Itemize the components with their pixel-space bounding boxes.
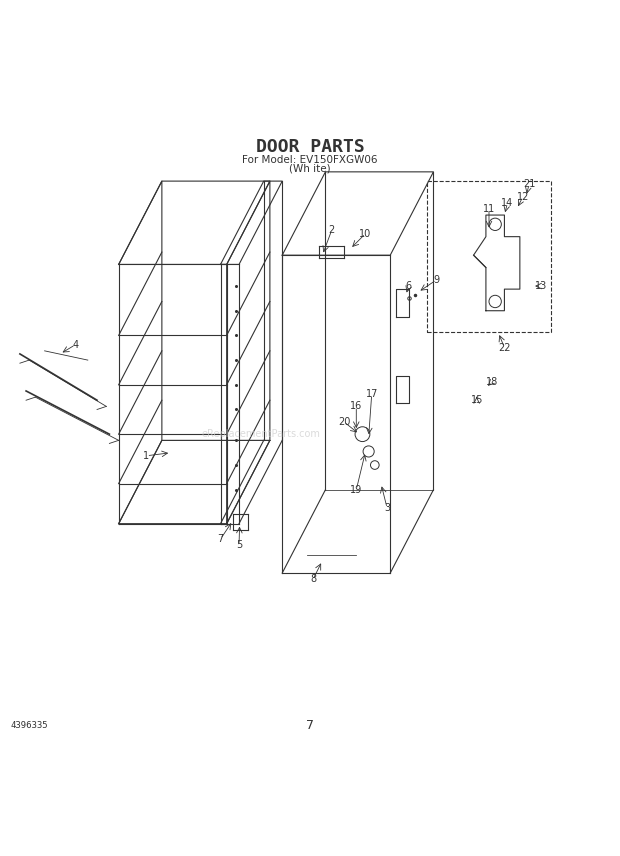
Text: eReplacementParts.com: eReplacementParts.com [201, 429, 320, 439]
Text: 15: 15 [471, 395, 483, 405]
Text: 19: 19 [350, 484, 363, 495]
Text: 13: 13 [535, 281, 547, 291]
Text: 9: 9 [433, 275, 440, 285]
Text: 22: 22 [498, 342, 511, 353]
Text: 1: 1 [143, 451, 149, 461]
Text: 20: 20 [338, 417, 350, 427]
Text: 11: 11 [483, 204, 495, 214]
Text: 7: 7 [306, 719, 314, 732]
Bar [427, 181, 551, 332]
Text: For Model: EV150FXGW06: For Model: EV150FXGW06 [242, 155, 378, 164]
Text: DOOR PARTS: DOOR PARTS [255, 138, 365, 156]
Text: 14: 14 [502, 198, 513, 208]
Text: 6: 6 [405, 281, 412, 291]
Text: 5: 5 [236, 540, 242, 550]
Text: 16: 16 [350, 401, 363, 412]
Text: 12: 12 [516, 192, 529, 201]
Text: 4396335: 4396335 [11, 721, 48, 730]
Text: 4: 4 [73, 340, 79, 349]
Text: 3: 3 [384, 503, 390, 514]
Text: 8: 8 [310, 574, 316, 584]
Text: 18: 18 [486, 377, 498, 387]
Text: 17: 17 [366, 389, 378, 399]
Text: 21: 21 [523, 179, 535, 189]
Text: (Wh ite): (Wh ite) [289, 163, 331, 174]
Text: 10: 10 [360, 229, 371, 239]
Text: 2: 2 [329, 225, 335, 235]
Text: 7: 7 [218, 534, 224, 544]
